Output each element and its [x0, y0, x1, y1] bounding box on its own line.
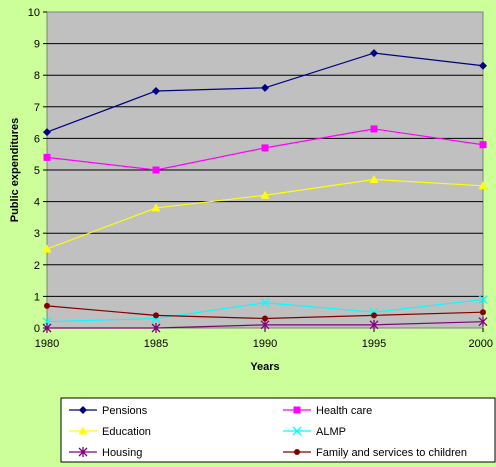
- y-tick-label-8: 8: [34, 70, 40, 82]
- y-axis-title: Public expenditures: [9, 118, 21, 223]
- legend-marker-education: [78, 426, 88, 435]
- y-axis-ticks: 0 1 2 3 4 5 6 7 8 9 10: [28, 7, 47, 335]
- data-point-education-1995: [369, 174, 379, 183]
- data-point-pensions-1990: [261, 83, 269, 92]
- data-point-housing-1985: [151, 323, 161, 333]
- data-point-almp-1980: [42, 317, 52, 327]
- y-tick-label-4: 4: [34, 197, 40, 209]
- data-point-education-1980: [42, 244, 52, 253]
- legend-marker-family-and-services-to-children: [294, 449, 300, 455]
- data-point-pensions-1995: [370, 49, 378, 58]
- data-point-education-1985: [151, 203, 161, 212]
- data-point-housing-1995: [369, 319, 379, 330]
- y-tick-label-2: 2: [34, 260, 40, 272]
- data-point-pensions-2000: [479, 61, 487, 70]
- legend-label-family-and-services-to-children: Family and services to children: [316, 447, 467, 459]
- y-tick-label-10: 10: [28, 7, 40, 19]
- legend-box: [60, 397, 496, 463]
- gridlines: [47, 43, 483, 297]
- data-point-education-2000: [478, 181, 488, 190]
- data-point-housing-1980: [42, 323, 52, 333]
- y-tick-label-0: 0: [34, 323, 40, 335]
- x-axis-title: Years: [250, 361, 279, 373]
- data-point-almp-1990: [260, 298, 270, 308]
- data-point-family-and-services-to-children-1990: [262, 315, 268, 322]
- x-axis-ticks: 1980 1985 1990 1995 2000: [35, 328, 493, 350]
- legend: Pensions Health care Education ALMP Housing F…: [69, 405, 467, 459]
- series-lines: [42, 49, 488, 333]
- data-point-health-care-1985: [152, 166, 160, 174]
- data-point-family-and-services-to-children-1995: [371, 312, 377, 319]
- legend-marker-health-care: [293, 406, 301, 414]
- data-point-family-and-services-to-children-1980: [44, 302, 50, 309]
- y-tick-label-7: 7: [34, 102, 40, 114]
- x-tick-label-1990: 1990: [253, 338, 277, 350]
- y-tick-label-9: 9: [34, 39, 40, 51]
- data-point-pensions-1980: [43, 128, 51, 137]
- y-tick-label-6: 6: [34, 133, 40, 145]
- data-point-health-care-1990: [261, 144, 269, 152]
- x-tick-label-1985: 1985: [144, 338, 168, 350]
- y-tick-label-1: 1: [34, 291, 40, 303]
- x-tick-label-1995: 1995: [362, 338, 386, 350]
- y-tick-label-5: 5: [34, 165, 40, 177]
- data-point-education-1990: [260, 190, 270, 199]
- data-point-health-care-1980: [43, 153, 51, 161]
- y-tick-label-3: 3: [34, 228, 40, 240]
- data-point-health-care-2000: [479, 141, 487, 149]
- legend-marker-almp: [292, 426, 302, 436]
- data-point-housing-2000: [478, 316, 488, 327]
- data-point-family-and-services-to-children-2000: [480, 309, 486, 316]
- legend-label-almp: ALMP: [316, 426, 346, 438]
- data-point-family-and-services-to-children-1985: [153, 312, 159, 319]
- legend-label-housing: Housing: [102, 447, 142, 459]
- legend-label-education: Education: [102, 426, 151, 438]
- data-point-almp-2000: [478, 295, 488, 305]
- legend-label-health-care: Health care: [316, 405, 372, 417]
- x-tick-label-2000: 2000: [469, 338, 493, 350]
- legend-label-pensions: Pensions: [102, 405, 148, 417]
- data-point-health-care-1995: [370, 125, 378, 133]
- legend-marker-pensions: [79, 406, 87, 414]
- legend-marker-housing: [78, 447, 88, 457]
- x-tick-label-1980: 1980: [35, 338, 59, 350]
- data-point-pensions-1985: [152, 87, 160, 95]
